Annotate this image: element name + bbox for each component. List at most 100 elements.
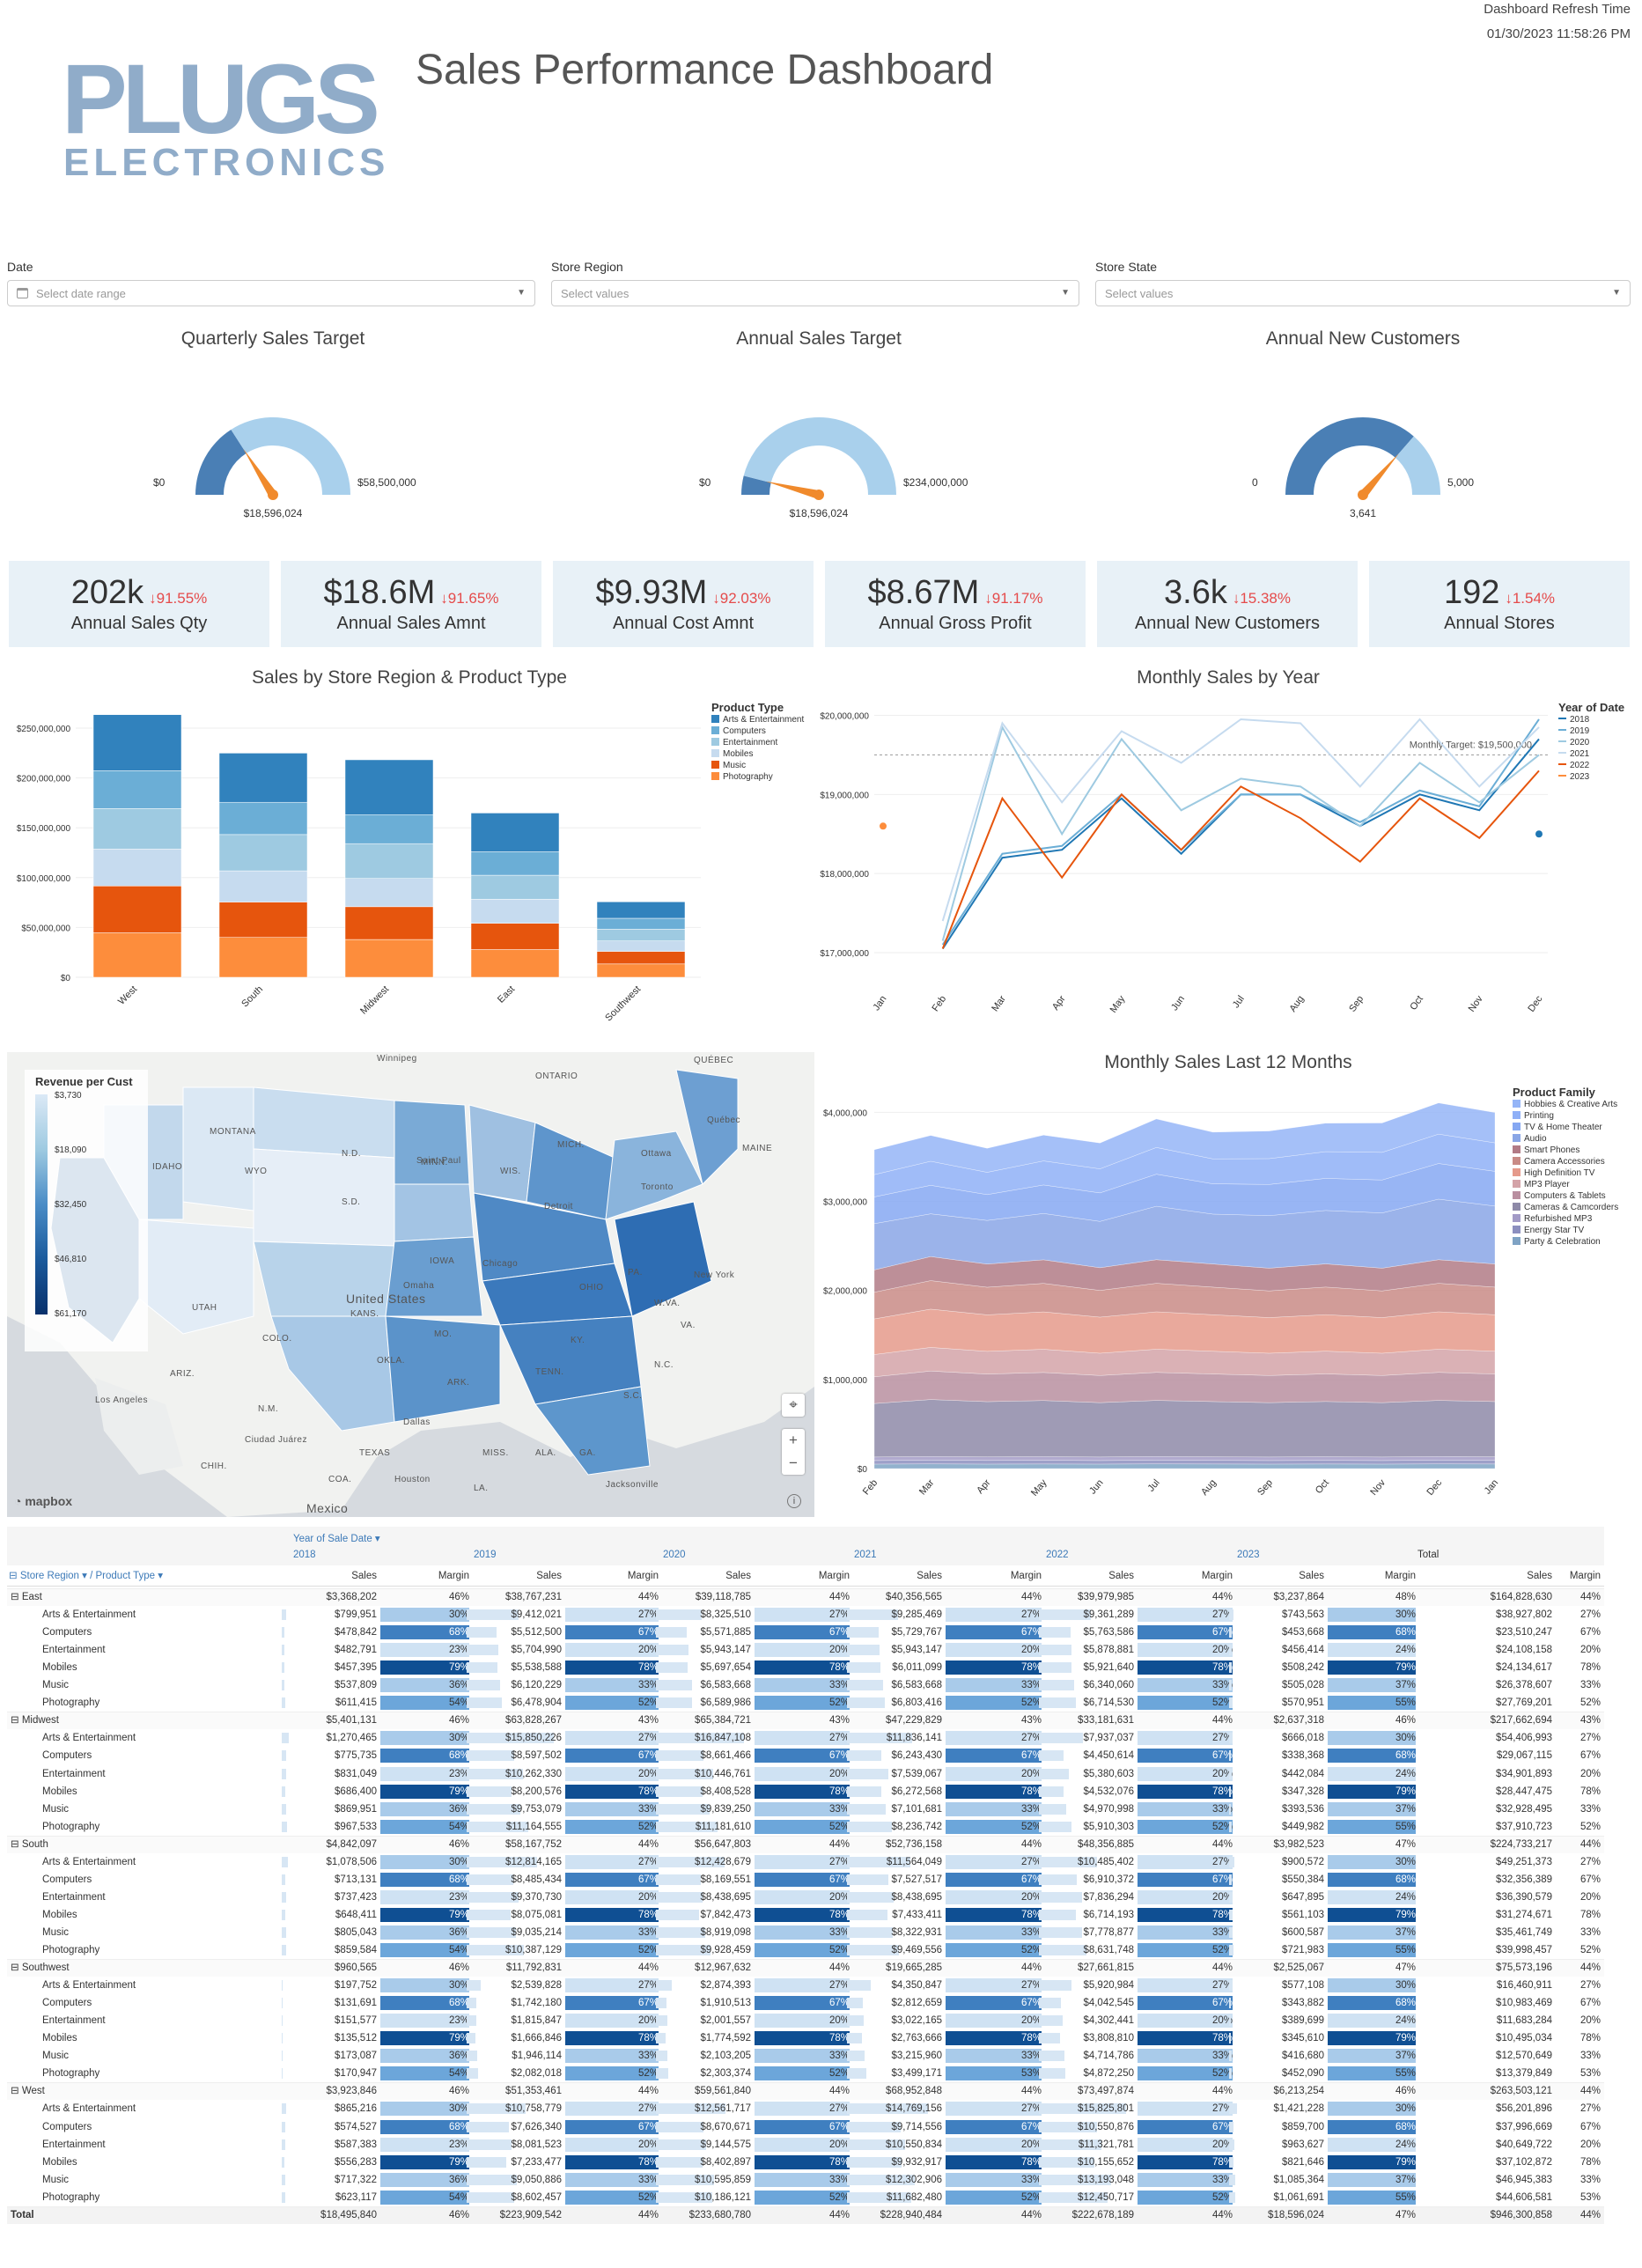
sales-data-bar [847,1750,882,1762]
sales-data-bar [847,1733,912,1744]
margin-value: 67% [637,1998,659,2009]
kpi-value-text: 3.6k [1164,574,1227,611]
sales-data-bar [847,1909,888,1920]
area-band [873,1371,1496,1404]
sales-value: $197,752 [335,1980,377,1992]
legend-label: Party & Celebration [1524,1237,1601,1247]
map-place-label: ONTARIO [535,1071,578,1081]
area-band [873,1456,1496,1462]
sales-value: $8,597,502 [511,1750,562,1762]
margin-heat-cell [1328,2137,1416,2152]
sales-value: $54,406,993 [1496,1733,1552,1744]
map-place-label: S.C. [623,1391,643,1401]
margin-value: 67% [1211,1627,1233,1638]
zoom-out-button[interactable]: − [789,1454,798,1471]
mapbox-icon: ◔ [14,1494,22,1508]
sales-data-bar [1039,2015,1063,2027]
sales-data-bar [282,2033,283,2044]
sales-data-bar [467,1733,555,1744]
sales-value: $32,356,389 [1496,1874,1552,1885]
zoom-in-button[interactable]: + [789,1432,798,1448]
legend-label: Refurbished MP3 [1524,1214,1593,1224]
margin-heat-cell [380,2172,469,2187]
sales-data-bar [1229,2174,1235,2185]
margin-value: 67% [1020,1874,1042,1885]
margin-value: 20% [828,1768,850,1779]
margin-value: 54% [448,1821,469,1832]
legend-swatch [1558,740,1566,742]
revenue-map[interactable]: Revenue per Cust $3,730 $18,090 $32,450 $46… [7,1052,814,1517]
margin-heat-cell [1138,1608,1233,1623]
state-shape [614,1201,712,1317]
sales-data-bar [1229,2033,1232,2044]
measure-header: Sales [725,1571,751,1581]
kpi-value: $8.67M ↓91.17% [825,574,1086,612]
margin-heat-cell [946,2137,1042,2152]
margin-heat-cell [565,2014,659,2029]
store-region-filter[interactable]: Select values ▼ [551,280,1079,306]
sales-value: $8,236,742 [891,1821,942,1832]
sales-data-bar [1229,1803,1232,1815]
legend-swatch [1513,1214,1521,1222]
margin-value: 67% [1579,1750,1601,1762]
sales-value: $40,356,565 [886,1592,942,1602]
margin-heat-cell [755,1784,850,1799]
margin-heat-cell [946,1608,1042,1623]
margin-value: 20% [1020,2139,1042,2150]
store-state-filter[interactable]: Select values ▼ [1095,280,1631,306]
sales-data-bar [1039,1627,1071,1638]
bar-segment [470,923,560,950]
sales-value: $666,018 [1282,1733,1324,1744]
sales-data-bar [847,2121,901,2132]
bar-segment [344,759,434,815]
geolocate-button[interactable]: ⌖ [782,1394,805,1417]
area-chart-legend: Product Family Hobbies & Creative Arts Pr… [1513,1086,1640,1248]
margin-value: 79% [1395,1909,1416,1920]
sales-value: $58,167,752 [505,1838,562,1850]
legend-item: TV & Home Theater [1513,1122,1640,1133]
margin-value: 79% [448,1909,469,1920]
sales-value: $4,970,998 [1083,1803,1134,1815]
sales-data-bar [847,2103,929,2115]
info-icon[interactable]: i [787,1494,801,1508]
sales-data-bar [1229,2139,1235,2150]
margin-heat-cell [1138,1643,1233,1658]
sales-value: $8,081,523 [511,2139,562,2150]
y-tick-label: $19,000,000 [820,791,869,800]
margin-heat-cell [946,1889,1042,1904]
sales-data-bar [282,2051,283,2062]
sales-value: $449,982 [1282,1821,1324,1832]
margin-heat-cell [565,1766,659,1781]
gauge-remaining-arc [231,417,350,495]
pivot-table-body: Year of Sale Date ▾ 2018 2019 2020 2021 2022 2… [7,1527,1604,2254]
margin-value: 23% [448,1891,469,1903]
margin-heat-cell [380,1996,469,2011]
sales-value: $7,539,067 [891,1768,942,1779]
year-header: Total [1417,1550,1440,1560]
mapbox-logo: ◔ mapbox [14,1494,73,1508]
margin-value: 67% [637,1874,659,1885]
margin-value: 30% [448,1856,469,1867]
y-tick-label: $3,000,000 [823,1198,867,1208]
margin-heat-cell [755,1978,850,1993]
bar-segment [344,814,434,844]
sales-value: $6,478,904 [511,1697,562,1709]
margin-value: 78% [1020,2033,1042,2044]
pivot-table[interactable]: Year of Sale Date ▾ 2018 2019 2020 2021 2022 2… [7,1527,1604,2254]
sales-data-bar [282,1926,287,1938]
sales-data-bar [656,1874,702,1885]
sales-value: $10,595,859 [695,2174,751,2185]
sales-value: $457,395 [335,1662,377,1674]
sales-data-bar [282,1821,288,1832]
margin-heat-cell [565,1943,659,1957]
sales-data-bar [282,2121,285,2132]
series-line [941,725,1540,941]
margin-value: 67% [637,1750,659,1762]
margin-value: 33% [1579,1680,1601,1691]
margin-value: 68% [448,1998,469,2009]
margin-value: 78% [828,1662,850,1674]
x-tick-label: Nov [1368,1477,1388,1498]
margin-value: 20% [1579,2015,1601,2027]
margin-value: 79% [448,2033,469,2044]
date-range-filter[interactable]: Select date range ▼ [7,280,535,306]
